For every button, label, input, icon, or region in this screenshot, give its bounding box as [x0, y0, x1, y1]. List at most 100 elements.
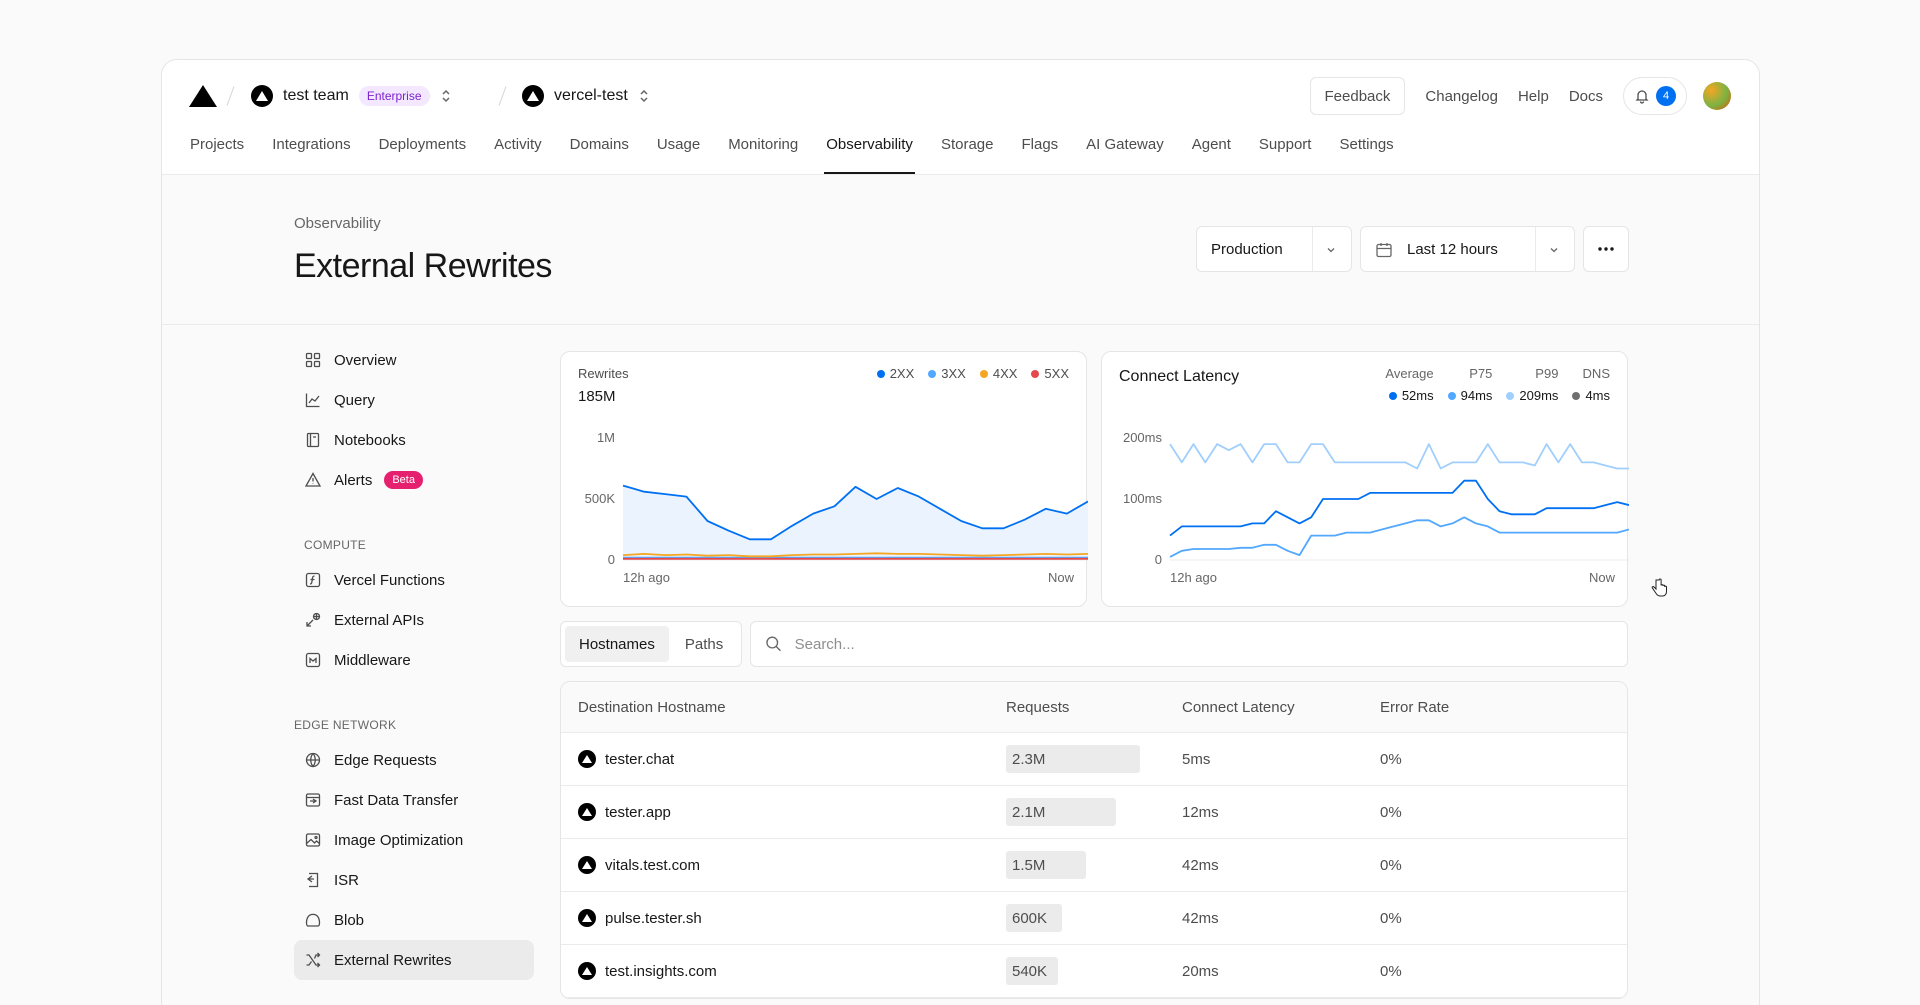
requests-cell: 2.3M — [1006, 745, 1182, 773]
requests-text: 2.1M — [1012, 803, 1046, 821]
sidebar-item-edge-requests[interactable]: Edge Requests — [294, 740, 534, 780]
notifications-button[interactable]: 4 — [1623, 77, 1687, 115]
table-row[interactable]: vitals.test.com 1.5M 42ms 0% — [561, 839, 1627, 892]
sidebar-item-query[interactable]: Query — [294, 380, 534, 420]
tab-hostnames[interactable]: Hostnames — [565, 626, 669, 662]
feedback-button[interactable]: Feedback — [1309, 77, 1406, 115]
y-tick-label: 100ms — [1123, 491, 1163, 506]
sidebar-item-label: Image Optimization — [334, 831, 464, 849]
series-line-average[interactable] — [1169, 479, 1629, 537]
legend-item-4xx[interactable]: 4XX — [979, 366, 1017, 381]
tab-activity[interactable]: Activity — [494, 136, 542, 153]
legend-value: 209ms — [1506, 388, 1558, 403]
help-link[interactable]: Help — [1517, 87, 1549, 105]
legend-item-2xx[interactable]: 2XX — [876, 366, 914, 381]
team-switcher[interactable]: test team Enterprise — [251, 80, 452, 112]
legend-value-text: 209ms — [1519, 388, 1559, 403]
tab-paths[interactable]: Paths — [684, 635, 724, 653]
rewrites-chart[interactable]: 1M 500K 0 12h ago Now — [561, 352, 1088, 608]
hostname-cell: tester.app — [561, 803, 1006, 821]
table-controls: Hostnames Paths — [560, 621, 1628, 667]
rewrites-total: 185M — [578, 388, 616, 405]
latency-legend-dns[interactable]: DNS 4ms — [1572, 366, 1610, 403]
hostname-text[interactable]: vitals.test.com — [605, 856, 701, 874]
tab-support[interactable]: Support — [1258, 136, 1312, 153]
sidebar-item-vercel-functions[interactable]: Vercel Functions — [294, 560, 534, 600]
latency-legend-p99[interactable]: P99 209ms — [1506, 366, 1558, 403]
requests-cell: 1.5M — [1006, 851, 1182, 879]
sidebar-item-alerts[interactable]: Alerts Beta — [294, 460, 534, 500]
series-line-2xx[interactable] — [622, 484, 1088, 541]
x-end-label: Now — [1048, 570, 1075, 585]
col-header-error-rate[interactable]: Error Rate — [1380, 698, 1450, 716]
tab-projects[interactable]: Projects — [190, 136, 245, 153]
hostname-text[interactable]: tester.app — [605, 803, 671, 821]
page-title: External Rewrites — [294, 247, 552, 285]
host-logo-icon — [578, 962, 596, 980]
sidebar-item-external-rewrites[interactable]: External Rewrites — [294, 940, 534, 980]
tab-domains[interactable]: Domains — [569, 136, 629, 153]
series-line-p75[interactable] — [1169, 516, 1629, 558]
breadcrumb[interactable]: Observability — [294, 215, 381, 232]
series-line-4xx[interactable] — [622, 552, 1088, 558]
chevron-up-down-icon[interactable] — [440, 88, 452, 104]
tab-monitoring[interactable]: Monitoring — [728, 136, 799, 153]
legend-label: 3XX — [941, 366, 966, 381]
tab-observability[interactable]: Observability — [824, 128, 915, 174]
col-header-hostname[interactable]: Destination Hostname — [578, 698, 726, 716]
table-row[interactable]: pulse.tester.sh 600K 42ms 0% — [561, 892, 1627, 945]
sidebar-item-middleware[interactable]: Middleware — [294, 640, 534, 680]
tab-deployments[interactable]: Deployments — [378, 136, 467, 153]
table-row[interactable]: test.insights.com 540K 20ms 0% — [561, 945, 1627, 998]
legend-item-3xx[interactable]: 3XX — [928, 366, 966, 381]
docs-link[interactable]: Docs — [1568, 87, 1603, 105]
sidebar-item-overview[interactable]: Overview — [294, 340, 534, 380]
tab-ai-gateway[interactable]: AI Gateway — [1086, 136, 1164, 153]
requests-bar — [1006, 957, 1059, 985]
hostname-text[interactable]: pulse.tester.sh — [605, 909, 702, 927]
rewrites-legend: 2XX 3XX 4XX 5XX — [876, 366, 1069, 381]
project-switcher[interactable]: vercel-test — [522, 80, 650, 112]
blob-icon — [305, 913, 321, 927]
changelog-link[interactable]: Changelog — [1425, 87, 1498, 105]
chevron-up-down-icon[interactable] — [638, 88, 650, 104]
tab-integrations[interactable]: Integrations — [272, 136, 351, 153]
hostname-text[interactable]: test.insights.com — [605, 962, 717, 980]
table-header: Destination Hostname Requests Connect La… — [561, 682, 1627, 733]
sidebar-item-external-apis[interactable]: External APIs — [294, 600, 534, 640]
sidebar-item-isr[interactable]: ISR — [294, 860, 534, 900]
tab-storage[interactable]: Storage — [940, 136, 994, 153]
plan-badge: Enterprise — [358, 86, 430, 106]
latency-legend-average[interactable]: Average 52ms — [1385, 366, 1433, 403]
calendar-icon — [1376, 243, 1392, 258]
sidebar-item-blob[interactable]: Blob — [294, 900, 534, 940]
latency-legend-p75[interactable]: P75 94ms — [1447, 366, 1493, 403]
user-avatar[interactable] — [1703, 82, 1731, 110]
tab-usage[interactable]: Usage — [656, 136, 701, 153]
col-header-latency[interactable]: Connect Latency — [1182, 698, 1295, 716]
environment-select[interactable]: Production — [1196, 226, 1352, 272]
tab-agent[interactable]: Agent — [1191, 136, 1231, 153]
header-tools: Feedback Changelog Help Docs 4 — [1309, 76, 1731, 116]
legend-value-text: 94ms — [1460, 388, 1493, 403]
vercel-logo-icon[interactable] — [188, 84, 218, 108]
more-options-button[interactable] — [1583, 226, 1629, 272]
latency-chart[interactable]: 200ms 100ms 0 12h ago Now — [1102, 352, 1629, 608]
time-range-select[interactable]: Last 12 hours — [1360, 226, 1575, 272]
search-input[interactable] — [794, 635, 1627, 653]
series-line-p99[interactable] — [1169, 443, 1629, 470]
sidebar-item-notebooks[interactable]: Notebooks — [294, 420, 534, 460]
top-navigation: test team Enterprise vercel-test Feedbac… — [162, 60, 1759, 175]
tab-flags[interactable]: Flags — [1021, 136, 1059, 153]
legend-item-5xx[interactable]: 5XX — [1031, 366, 1069, 381]
hostname-text[interactable]: tester.chat — [605, 750, 675, 768]
sidebar-item-image-optimization[interactable]: Image Optimization — [294, 820, 534, 860]
x-start-label: 12h ago — [623, 570, 670, 585]
col-header-requests[interactable]: Requests — [1006, 698, 1070, 716]
table-row[interactable]: tester.app 2.1M 12ms 0% — [561, 786, 1627, 839]
table-row[interactable]: tester.chat 2.3M 5ms 0% — [561, 733, 1627, 786]
sidebar-item-fast-data-transfer[interactable]: Fast Data Transfer — [294, 780, 534, 820]
tab-settings[interactable]: Settings — [1339, 136, 1394, 153]
requests-cell: 540K — [1006, 957, 1182, 985]
hostname-cell: test.insights.com — [561, 962, 1006, 980]
